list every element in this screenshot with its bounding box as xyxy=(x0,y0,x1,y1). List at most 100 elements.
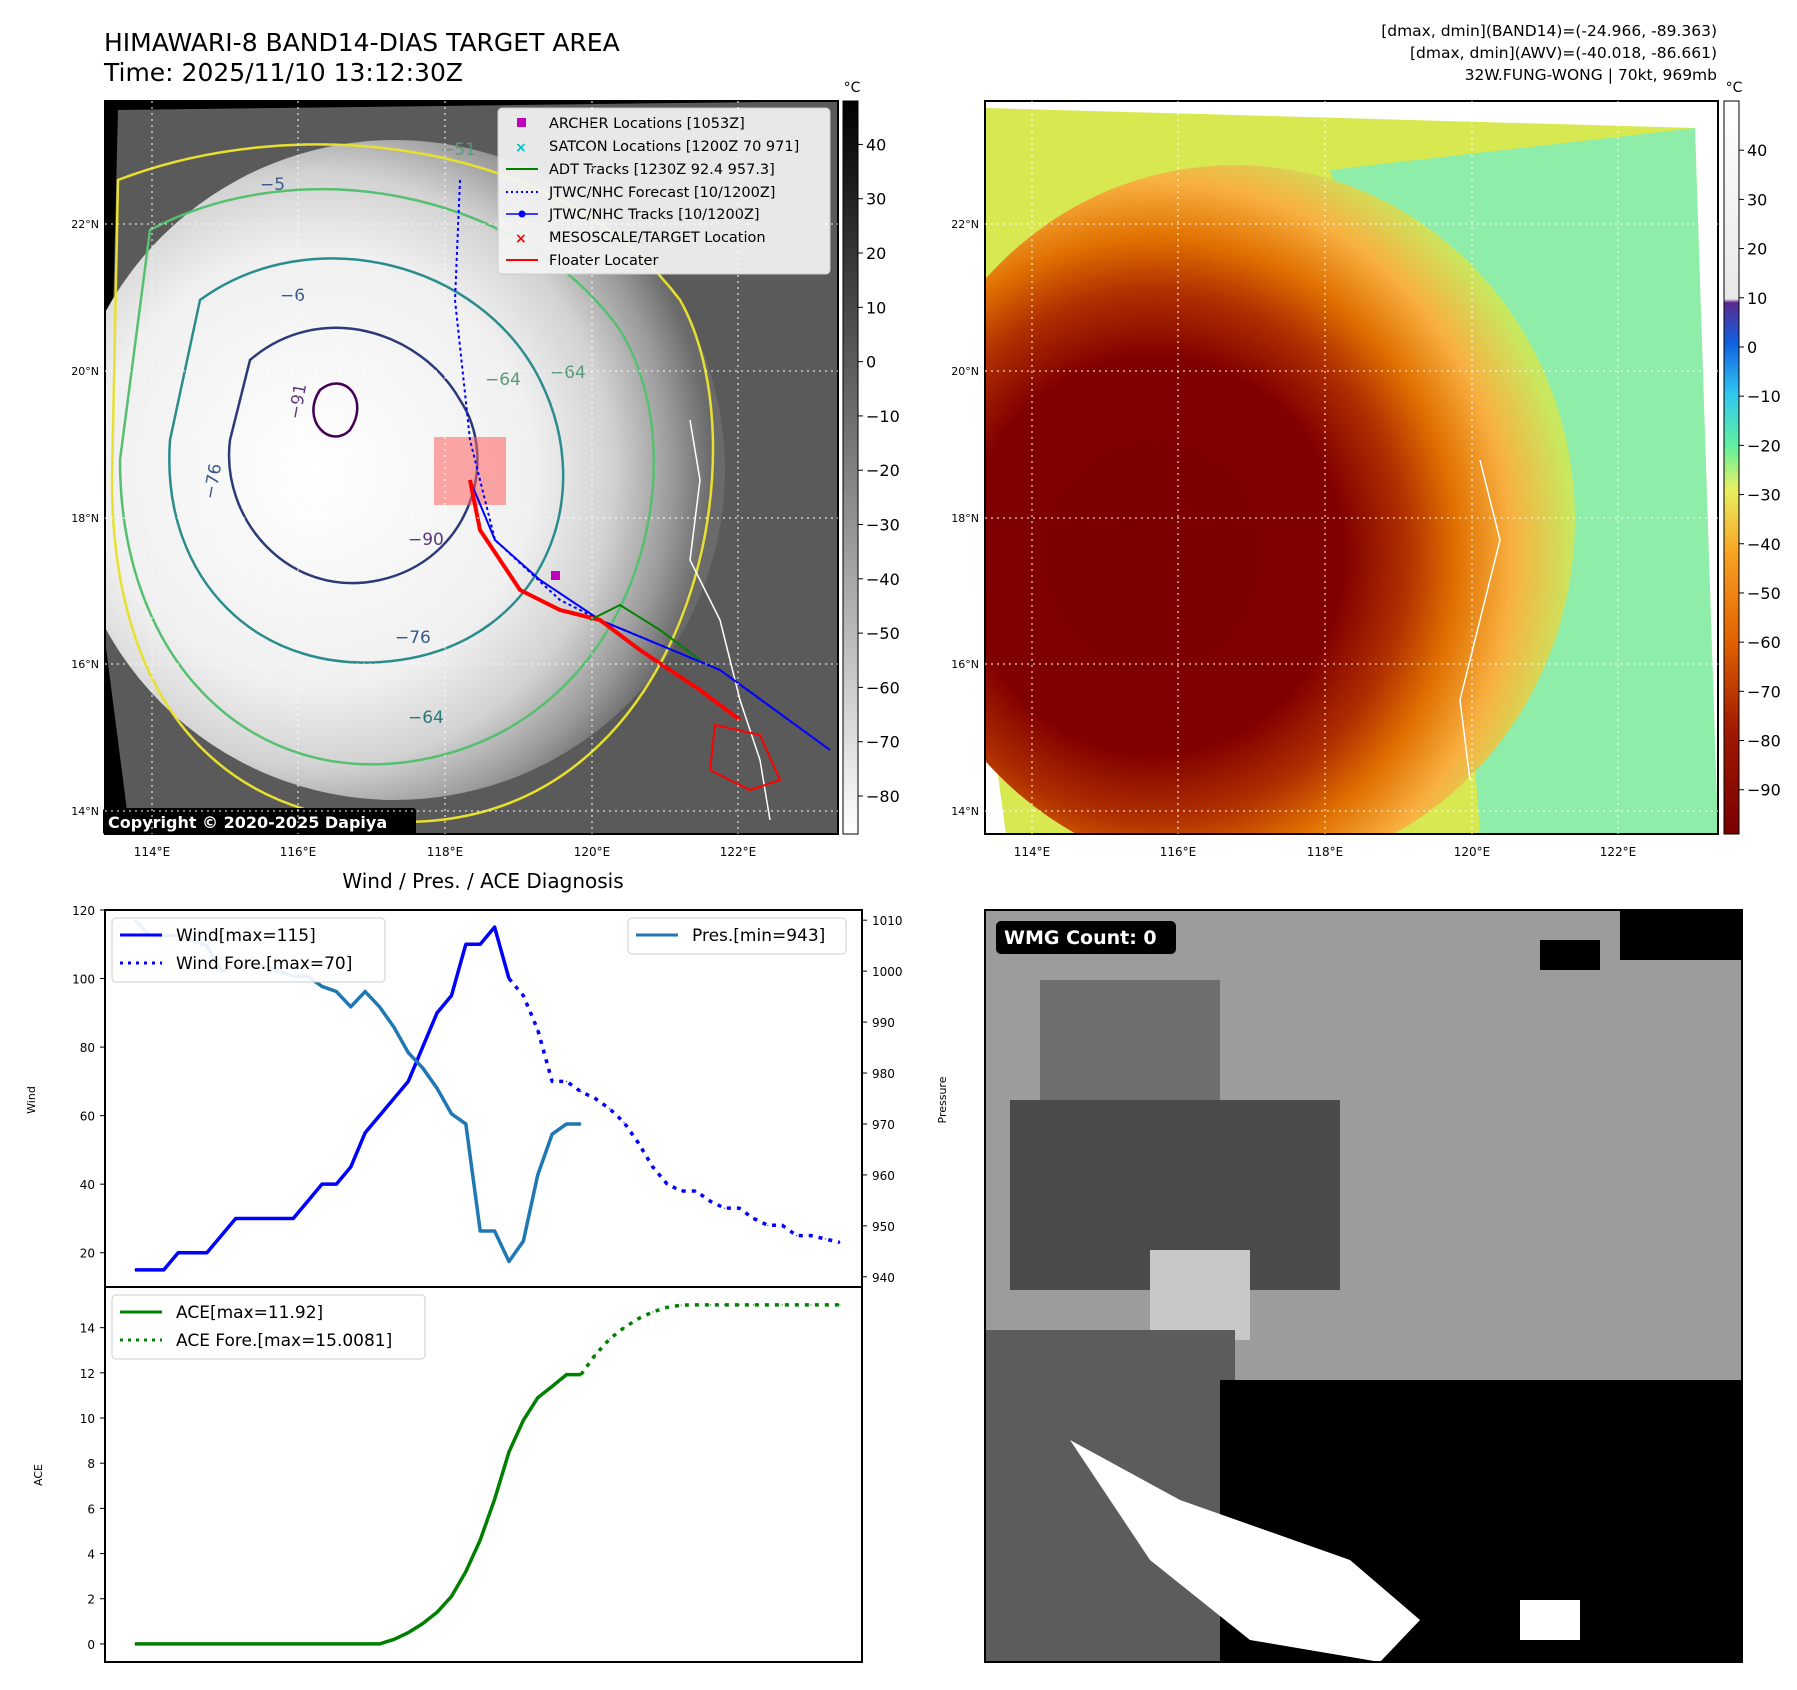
floater-locater-track xyxy=(468,479,742,722)
series-point xyxy=(767,1224,769,1226)
ace-series-point xyxy=(407,1632,409,1634)
contour-label-64a: −64 xyxy=(408,708,444,728)
wmg-panel: WMG Count: 0 xyxy=(984,909,1743,1663)
series-point xyxy=(565,1080,568,1082)
map-lat-label: 18°N xyxy=(71,512,99,525)
awv-cbar-label: −50 xyxy=(1747,584,1781,603)
pressure-tick-label: 980 xyxy=(872,1067,895,1081)
ace-series-point xyxy=(436,1611,438,1613)
ace-series-point xyxy=(580,1374,582,1376)
series-point xyxy=(551,1133,553,1135)
awv-coastline xyxy=(1459,459,1501,781)
series-point xyxy=(465,1123,467,1125)
series-point xyxy=(407,1080,409,1082)
series-point xyxy=(465,943,467,945)
ace-series-point xyxy=(163,1643,165,1645)
mesoscale-target-box xyxy=(434,437,506,505)
wmg-block-g xyxy=(1540,940,1600,970)
series-point xyxy=(450,995,453,997)
ir-contour-outer xyxy=(118,188,656,766)
contour-label-51: −51 xyxy=(440,140,476,160)
floater-box xyxy=(708,723,782,792)
series-point xyxy=(191,1252,194,1254)
series-point xyxy=(781,1224,783,1226)
series-point xyxy=(537,1029,539,1031)
ace-series-point xyxy=(767,1304,769,1306)
wmg-block-white xyxy=(1070,1440,1420,1662)
series-point xyxy=(709,1200,711,1202)
series-point xyxy=(321,985,323,988)
series-point xyxy=(206,1252,208,1254)
ir-satellite-panel: −90 −76 −76 −64 −64 −51 −6 −91 −5 −64 Co… xyxy=(103,80,900,835)
wind-tick-label: 100 xyxy=(72,973,95,987)
ace-tick-label: 0 xyxy=(87,1638,95,1652)
pressure-tick-label: 970 xyxy=(872,1118,895,1132)
ace-series-point xyxy=(839,1304,841,1306)
pressure-tick-label: 1000 xyxy=(872,965,903,979)
series-point xyxy=(522,1240,524,1242)
ace-series-point xyxy=(378,1643,381,1645)
series-point xyxy=(580,1091,582,1093)
ace-legend-label: ACE[max=11.92] xyxy=(176,1303,323,1323)
series-point xyxy=(307,1200,309,1202)
ir-coastline xyxy=(689,419,771,821)
contour-label-64c: −64 xyxy=(550,363,586,383)
ir-cbar-label: 40 xyxy=(866,135,886,154)
ace-series-point xyxy=(724,1304,726,1306)
ir-contour-core xyxy=(312,382,359,438)
series-point xyxy=(436,1087,438,1089)
map-lat-label: 22°N xyxy=(71,218,99,231)
ace-series-point xyxy=(508,1451,510,1453)
legend-label-jtwc: JTWC/NHC Tracks [10/1200Z] xyxy=(548,207,760,223)
ace-tick-label: 12 xyxy=(80,1367,95,1381)
series-point xyxy=(235,1217,237,1220)
map-lat-label: 14°N xyxy=(71,805,99,818)
ir-colorbar-ticks: 40 30 20 10 0 −10 −20 −30 −40 −50 −60 −70 −80 xyxy=(858,135,900,806)
contour-label-5: −5 xyxy=(260,175,285,195)
awv-cbar-label: −30 xyxy=(1747,486,1781,505)
map-lat-label: 22°N xyxy=(951,218,979,231)
awv-cbar-label: −10 xyxy=(1747,387,1781,406)
ace-tick-label: 14 xyxy=(80,1322,95,1336)
awv-storm-core xyxy=(985,165,1575,834)
map-lat-label: 20°N xyxy=(951,365,979,378)
awv-frame xyxy=(984,100,1719,835)
map-lon-label: 120°E xyxy=(1454,845,1491,859)
series-point xyxy=(824,1238,827,1240)
series-line-1 xyxy=(507,977,841,1245)
info-storm: 32W.FUNG-WONG | 70kt, 969mb xyxy=(1464,66,1717,84)
wind-pressure-chart: 20 40 60 80 100 120 940 950 960 970 980 990 1000 101… xyxy=(25,904,949,1288)
legend-box xyxy=(497,107,831,275)
series-point xyxy=(738,1207,740,1209)
map-lon-label: 116°E xyxy=(280,845,317,859)
ace-tick-label: 6 xyxy=(87,1502,95,1516)
ace-series-point xyxy=(637,1318,640,1320)
ace-series-point xyxy=(422,1622,424,1625)
ace-y-ticks: 0 2 4 6 8 10 12 14 xyxy=(80,1322,105,1652)
awv-cbar-label: −60 xyxy=(1747,633,1781,652)
series-point xyxy=(537,1174,539,1176)
ace-series-line-0 xyxy=(135,1372,581,1646)
map-lon-label: 122°E xyxy=(1600,845,1637,859)
ace-series-point xyxy=(824,1304,827,1306)
wind-tick-label: 80 xyxy=(80,1041,95,1055)
series-point xyxy=(407,1052,409,1054)
info-awv: [dmax, dmin](AWV)=(-40.018, -86.661) xyxy=(1410,44,1717,62)
series-point xyxy=(393,1097,395,1100)
ir-legend: ARCHER Locations [1053Z] × SATCON Locati… xyxy=(497,107,831,275)
wmg-badge xyxy=(996,921,1176,954)
ir-cbar-label: −10 xyxy=(866,407,900,426)
ir-cbar-label: −40 xyxy=(866,570,900,589)
series-point xyxy=(177,1252,179,1254)
series-point xyxy=(220,1234,222,1237)
legend-marker-archer xyxy=(517,118,526,127)
series-point xyxy=(134,1269,136,1271)
map-lon-label: 118°E xyxy=(427,845,464,859)
legend-marker-satcon: × xyxy=(515,140,527,156)
series-point xyxy=(335,990,337,993)
wind-legend-box xyxy=(111,917,386,983)
ir-contour-inner xyxy=(227,326,479,585)
ir-cbar-label: 20 xyxy=(866,244,886,263)
awv-colorbar xyxy=(1723,100,1740,835)
ace-legend-box xyxy=(111,1294,426,1360)
